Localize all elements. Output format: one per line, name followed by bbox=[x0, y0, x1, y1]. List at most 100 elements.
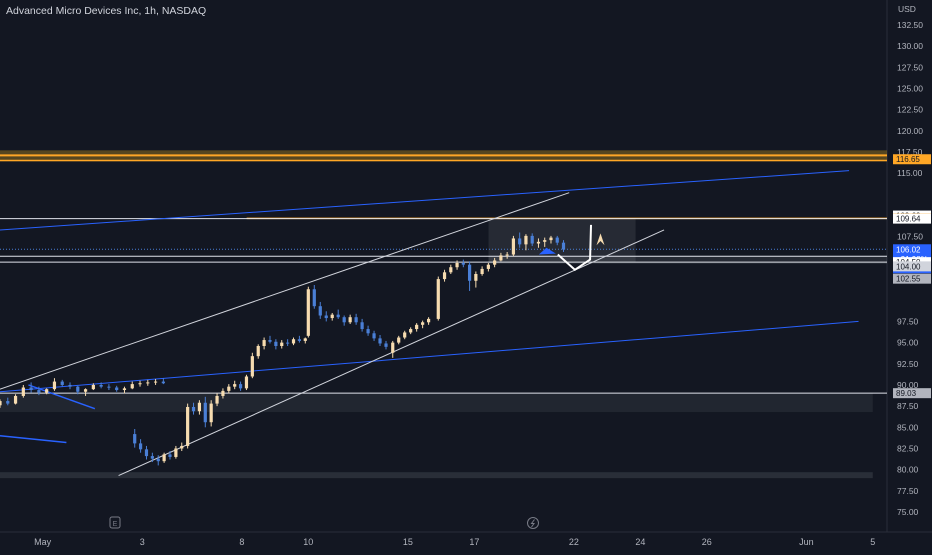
time-axis[interactable]: May 3 8 10 15 17 22 24 26 Jun 5 E bbox=[34, 516, 875, 547]
candle-body bbox=[499, 255, 503, 261]
candle-body bbox=[330, 314, 334, 319]
candle-body bbox=[250, 356, 254, 377]
consolidation-zone bbox=[488, 218, 636, 263]
candle-body bbox=[524, 235, 528, 245]
candle-body bbox=[156, 458, 160, 462]
candle-body bbox=[297, 339, 301, 341]
candle-body bbox=[144, 449, 149, 457]
candle-body bbox=[215, 395, 219, 404]
price-tick-label: 107.50 bbox=[897, 232, 923, 242]
price-tick-label: 77.50 bbox=[897, 486, 919, 496]
candle-body bbox=[21, 387, 25, 396]
up-arrow-icon bbox=[596, 233, 605, 246]
candle-body bbox=[409, 329, 413, 333]
price-tick-label: 92.50 bbox=[897, 359, 919, 369]
dividend-icon bbox=[527, 517, 539, 529]
price-axis[interactable]: 132.50 130.00 127.50 125.00 122.50 120.00 117.… bbox=[897, 20, 923, 517]
candle-body bbox=[436, 279, 440, 319]
candle-body bbox=[52, 381, 57, 390]
price-label-bg bbox=[893, 154, 931, 165]
candle-body bbox=[286, 342, 290, 344]
candle-body bbox=[262, 340, 266, 346]
candle-body bbox=[312, 289, 316, 307]
candle-body bbox=[115, 387, 119, 391]
candle-body bbox=[268, 340, 272, 342]
time-tick-label: 24 bbox=[635, 537, 645, 547]
candle-body bbox=[186, 406, 190, 446]
chart-title: Advanced Micro Devices Inc, 1h, NASDAQ bbox=[6, 5, 207, 17]
blue-trend-short-2 bbox=[28, 384, 96, 410]
candle-body bbox=[342, 317, 346, 323]
price-tick-label: 90.00 bbox=[897, 380, 919, 390]
candle-body bbox=[474, 274, 478, 281]
candle-body bbox=[486, 264, 490, 269]
blue-trend-lower bbox=[0, 320, 859, 393]
price-label: 89.03 bbox=[896, 389, 917, 398]
price-label-bg bbox=[893, 244, 931, 255]
candle-body bbox=[221, 390, 225, 396]
price-label: 102.55 bbox=[896, 275, 921, 284]
candle-body bbox=[274, 341, 278, 346]
candle-body bbox=[336, 314, 340, 318]
price-tick-label: 95.00 bbox=[897, 338, 919, 348]
candle-body bbox=[518, 238, 522, 245]
support-zone-low bbox=[0, 472, 873, 479]
zones bbox=[0, 150, 887, 479]
candle-body bbox=[397, 337, 401, 343]
earnings-icon: E bbox=[109, 516, 121, 529]
price-tick-label: 132.50 bbox=[897, 20, 923, 30]
candle-body bbox=[180, 445, 184, 449]
candle-body bbox=[138, 443, 143, 450]
candle-body bbox=[291, 339, 296, 344]
candle-body bbox=[76, 386, 80, 392]
price-tick-label: 120.00 bbox=[897, 126, 923, 136]
earnings-icon-glyph: E bbox=[113, 521, 118, 528]
candle-body bbox=[511, 238, 516, 255]
candle-body bbox=[561, 242, 566, 250]
grid bbox=[0, 0, 932, 533]
consolidation-zone-lower bbox=[488, 256, 887, 264]
candle-body bbox=[530, 235, 534, 244]
price-tick-label: 97.50 bbox=[897, 316, 919, 326]
candle-body bbox=[480, 268, 484, 275]
candle-body bbox=[29, 387, 33, 391]
blue-trend-upper bbox=[0, 170, 850, 231]
candle-body bbox=[197, 402, 202, 412]
price-tick-label: 85.00 bbox=[897, 422, 919, 432]
price-tick-label: 82.50 bbox=[897, 443, 919, 453]
candle-body bbox=[391, 342, 395, 353]
blue-trend-short bbox=[0, 435, 67, 444]
price-tick-label: 127.50 bbox=[897, 62, 923, 72]
candle-body bbox=[107, 386, 111, 388]
time-tick-label: 3 bbox=[140, 537, 145, 547]
trend-lines bbox=[0, 154, 887, 477]
dividend-icon-bolt bbox=[530, 519, 535, 528]
price-label: 116.65 bbox=[896, 155, 920, 164]
candle-body bbox=[348, 317, 352, 323]
candle-body bbox=[13, 395, 18, 404]
candle-body bbox=[153, 381, 158, 383]
candle-body bbox=[37, 390, 41, 393]
price-tick-label: 125.00 bbox=[897, 84, 923, 94]
candle-body bbox=[133, 434, 137, 444]
candle-body bbox=[461, 262, 465, 265]
time-tick-label: 5 bbox=[870, 537, 875, 547]
time-tick-label: 17 bbox=[469, 537, 479, 547]
candle-body bbox=[146, 382, 150, 384]
price-label-bg bbox=[893, 213, 931, 224]
price-tick-label: 115.00 bbox=[897, 168, 923, 178]
time-tick-label: 15 bbox=[403, 537, 413, 547]
candle-body bbox=[555, 237, 559, 243]
time-tick-label: 26 bbox=[702, 537, 712, 547]
candle-body bbox=[0, 401, 2, 406]
candle-body bbox=[122, 388, 127, 391]
candle-body bbox=[138, 383, 142, 385]
price-tick-label: 87.50 bbox=[897, 401, 919, 411]
candle-body bbox=[324, 315, 328, 319]
candle-body bbox=[6, 401, 10, 404]
candle-body bbox=[505, 254, 509, 256]
candle-body bbox=[227, 386, 231, 391]
time-tick-label: Jun bbox=[799, 537, 814, 547]
